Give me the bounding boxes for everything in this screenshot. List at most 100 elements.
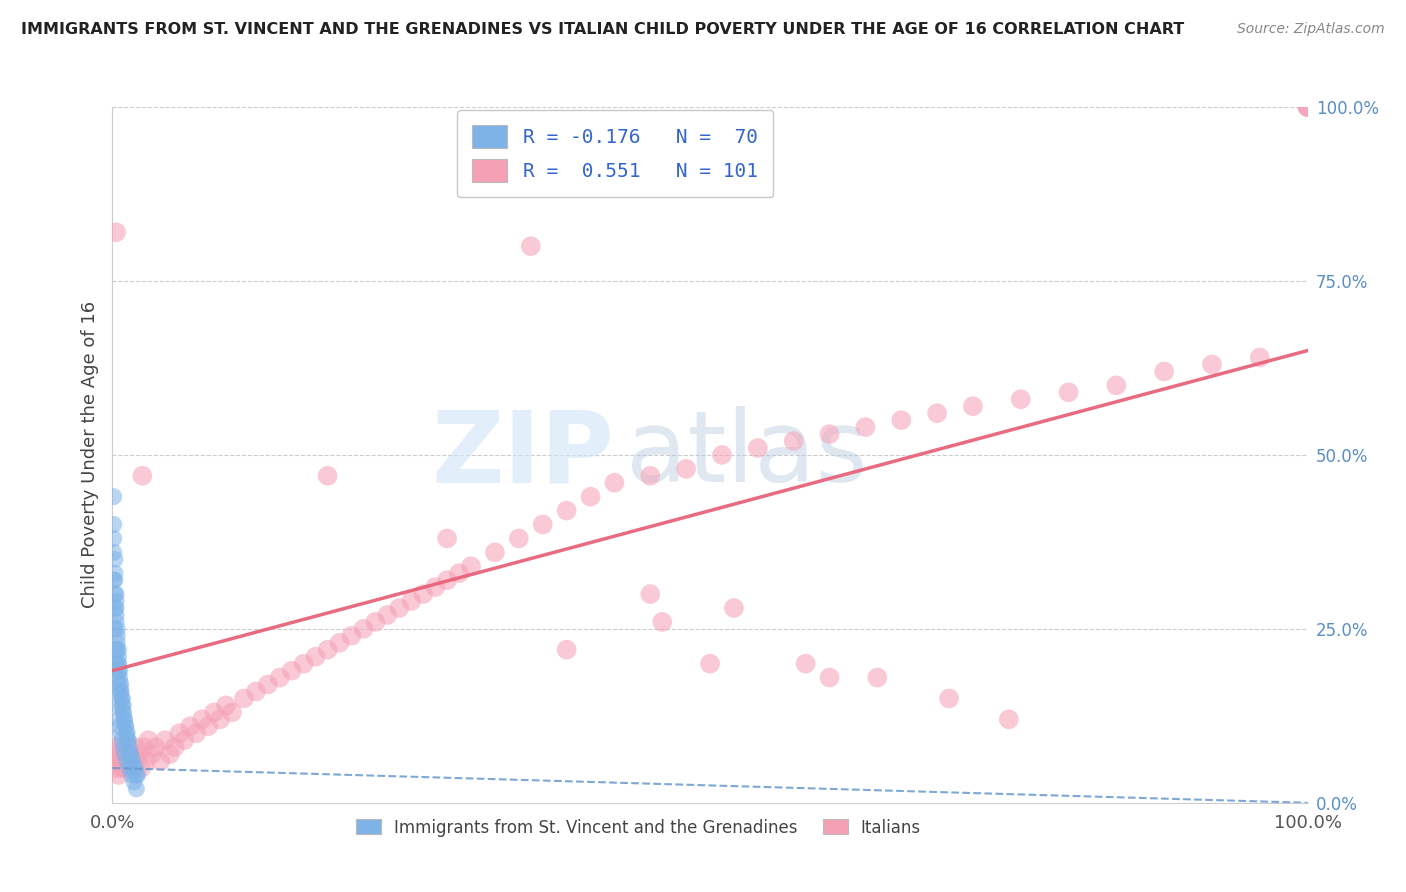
Point bbox=[108, 719, 131, 733]
Point bbox=[818, 427, 841, 442]
Point bbox=[447, 566, 470, 581]
Point bbox=[723, 601, 745, 615]
Point bbox=[197, 719, 219, 733]
Point bbox=[114, 719, 136, 733]
Point bbox=[105, 607, 128, 622]
Point bbox=[436, 573, 458, 587]
Point bbox=[202, 706, 225, 720]
Point bbox=[105, 671, 128, 685]
Point bbox=[269, 671, 291, 685]
Point bbox=[890, 413, 912, 427]
Point bbox=[112, 698, 135, 713]
Point bbox=[531, 517, 554, 532]
Point bbox=[316, 468, 339, 483]
Point bbox=[316, 642, 339, 657]
Point bbox=[145, 740, 167, 755]
Point bbox=[121, 754, 143, 768]
Point bbox=[114, 712, 135, 726]
Point bbox=[111, 698, 134, 713]
Point bbox=[115, 726, 138, 740]
Point bbox=[112, 747, 135, 761]
Point bbox=[132, 740, 155, 755]
Point bbox=[115, 726, 138, 740]
Point bbox=[579, 490, 602, 504]
Point bbox=[112, 706, 135, 720]
Point bbox=[1296, 100, 1319, 114]
Text: Source: ZipAtlas.com: Source: ZipAtlas.com bbox=[1237, 22, 1385, 37]
Point bbox=[699, 657, 721, 671]
Text: atlas: atlas bbox=[627, 407, 868, 503]
Point bbox=[1249, 351, 1271, 365]
Point bbox=[138, 733, 160, 747]
Point bbox=[281, 664, 304, 678]
Point bbox=[122, 775, 145, 789]
Point bbox=[122, 761, 145, 775]
Point bbox=[153, 733, 176, 747]
Point bbox=[209, 712, 232, 726]
Point bbox=[520, 239, 543, 253]
Point bbox=[105, 615, 128, 629]
Point bbox=[103, 517, 125, 532]
Point bbox=[105, 622, 128, 636]
Point bbox=[107, 657, 129, 671]
Point bbox=[425, 580, 447, 594]
Point bbox=[107, 712, 129, 726]
Point bbox=[108, 754, 131, 768]
Point bbox=[818, 671, 841, 685]
Point bbox=[305, 649, 328, 664]
Point bbox=[651, 615, 673, 629]
Point bbox=[329, 636, 352, 650]
Point bbox=[110, 684, 132, 698]
Point bbox=[412, 587, 434, 601]
Point bbox=[747, 441, 769, 455]
Y-axis label: Child Poverty Under the Age of 16: Child Poverty Under the Age of 16 bbox=[80, 301, 98, 608]
Point bbox=[377, 607, 399, 622]
Point bbox=[364, 615, 387, 629]
Point bbox=[794, 657, 817, 671]
Point bbox=[104, 740, 127, 755]
Point bbox=[1105, 378, 1128, 392]
Point bbox=[118, 761, 141, 775]
Point bbox=[1153, 364, 1175, 378]
Point bbox=[112, 706, 135, 720]
Point bbox=[121, 768, 143, 782]
Point bbox=[105, 747, 128, 761]
Point bbox=[114, 719, 136, 733]
Point bbox=[603, 475, 626, 490]
Point bbox=[105, 601, 128, 615]
Point bbox=[104, 587, 127, 601]
Point bbox=[111, 761, 134, 775]
Point bbox=[114, 761, 136, 775]
Text: ZIP: ZIP bbox=[432, 407, 614, 503]
Point bbox=[962, 399, 984, 413]
Point bbox=[125, 754, 148, 768]
Point bbox=[121, 754, 143, 768]
Point bbox=[107, 698, 129, 713]
Point bbox=[340, 629, 363, 643]
Point bbox=[128, 747, 150, 761]
Point bbox=[149, 754, 172, 768]
Point bbox=[640, 587, 662, 601]
Point bbox=[105, 636, 128, 650]
Point bbox=[105, 642, 128, 657]
Point bbox=[436, 532, 458, 546]
Point bbox=[131, 468, 153, 483]
Point bbox=[121, 754, 143, 768]
Point bbox=[118, 754, 141, 768]
Point bbox=[105, 642, 128, 657]
Point bbox=[163, 740, 186, 755]
Point bbox=[352, 622, 374, 636]
Point bbox=[124, 761, 146, 775]
Point bbox=[855, 420, 877, 434]
Point bbox=[115, 747, 138, 761]
Point bbox=[120, 747, 142, 761]
Point bbox=[125, 768, 148, 782]
Point bbox=[125, 781, 148, 796]
Point bbox=[114, 754, 135, 768]
Point bbox=[103, 490, 125, 504]
Point bbox=[1057, 385, 1080, 400]
Point bbox=[108, 671, 131, 685]
Point bbox=[640, 468, 662, 483]
Text: IMMIGRANTS FROM ST. VINCENT AND THE GRENADINES VS ITALIAN CHILD POVERTY UNDER TH: IMMIGRANTS FROM ST. VINCENT AND THE GREN… bbox=[21, 22, 1184, 37]
Point bbox=[108, 664, 131, 678]
